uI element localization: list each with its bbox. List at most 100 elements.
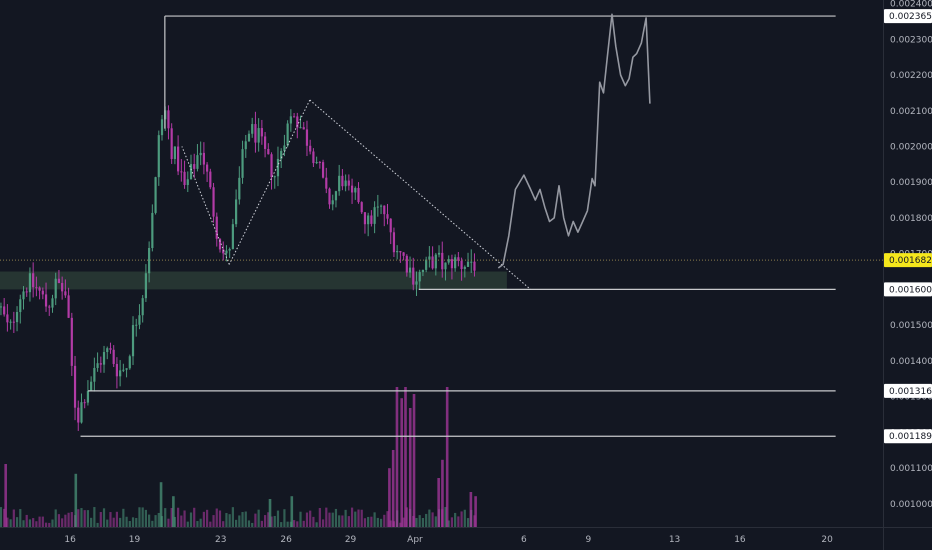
candle: [415, 271, 418, 296]
volume-bar: [360, 509, 363, 527]
candle: [15, 306, 19, 332]
projection-path[interactable]: [497, 13, 651, 269]
volume-bar: [247, 520, 251, 527]
candle: [141, 295, 144, 323]
price-tag[interactable]: 0.002365: [884, 9, 932, 24]
candle: [35, 276, 38, 297]
candle: [350, 178, 354, 204]
volume-bar: [115, 511, 119, 527]
volume-bar: [228, 514, 231, 527]
volume-bar: [338, 515, 341, 527]
volume-bar: [321, 519, 325, 527]
volume-bar: [154, 515, 157, 527]
candle: [231, 218, 234, 250]
support-zone-layer: [0, 271, 507, 290]
volume-bar: [344, 509, 347, 527]
candle: [315, 156, 318, 165]
price-tag[interactable]: 0.001600: [884, 282, 932, 297]
time-tick-label: 16: [64, 535, 76, 545]
volume-bar: [9, 519, 12, 527]
candle: [61, 276, 64, 300]
candle: [131, 316, 135, 366]
volume-bar: [434, 516, 437, 527]
svg-text:0.001189: 0.001189: [889, 432, 932, 442]
volume-bar: [267, 512, 270, 527]
time-tick-label: 26: [280, 535, 292, 545]
candle: [41, 287, 44, 300]
price-tag[interactable]: 0.001682: [884, 253, 932, 268]
volume-bar: [273, 515, 276, 527]
volume-bar: [106, 519, 109, 527]
volume-bar: [376, 517, 379, 527]
volume-bar: [28, 519, 32, 527]
candle: [334, 190, 338, 208]
volume-bar: [54, 509, 57, 527]
volume-bar: [460, 511, 463, 527]
drawings-layer[interactable]: [0, 13, 883, 437]
volume-bar: [80, 508, 83, 527]
candle: [112, 345, 115, 368]
candle: [405, 254, 408, 277]
volume-bar: [99, 512, 102, 527]
candle: [193, 153, 196, 179]
volume-bar: [44, 522, 48, 527]
candle: [289, 109, 292, 132]
volume-bar: [38, 516, 41, 527]
candle: [425, 256, 428, 273]
triangle-edge[interactable]: [228, 99, 311, 265]
volume-bar: [83, 510, 86, 527]
price-tick-label: 0.001400: [890, 357, 932, 367]
volume-bar: [74, 473, 78, 527]
volume-bar: [268, 499, 272, 527]
time-axis[interactable]: 16 19 23 26 29 Apr 6 9 13 16 20: [64, 535, 833, 545]
svg-text:0.002365: 0.002365: [889, 12, 932, 22]
time-tick-label: 20: [821, 535, 833, 545]
volume-bar: [128, 521, 131, 527]
volume-bar: [373, 512, 376, 527]
candle: [276, 146, 280, 187]
candle: [318, 160, 321, 169]
time-tick-label: Apr: [407, 535, 423, 545]
candle: [106, 346, 109, 360]
triangle-edge[interactable]: [181, 146, 230, 265]
volume-bar: [437, 478, 440, 527]
candle: [370, 210, 373, 227]
candle: [222, 241, 225, 261]
volume-bar: [299, 511, 302, 527]
candle: [83, 399, 86, 409]
volume-bar: [231, 507, 234, 527]
candle: [463, 265, 466, 278]
price-axis[interactable]: 0.002400 0.002300 0.002200 0.002100 0.002000…: [884, 0, 932, 510]
volume-bar: [212, 515, 215, 527]
volume-bar: [389, 520, 392, 527]
candle: [379, 204, 383, 215]
candle: [38, 286, 41, 300]
candle: [347, 174, 350, 191]
support-zone[interactable]: [0, 271, 507, 290]
candle: [180, 159, 183, 182]
volume-bar: [425, 513, 428, 527]
volume-bar: [15, 517, 19, 527]
volume-bar: [276, 510, 280, 527]
candle: [418, 269, 421, 290]
triangle-edge[interactable]: [309, 99, 531, 290]
volume-bar: [408, 408, 412, 527]
volume-bar: [331, 512, 334, 527]
candle: [154, 176, 157, 215]
candle: [90, 376, 93, 391]
volume-bar: [431, 512, 434, 527]
volume-bar: [354, 511, 357, 527]
candle: [454, 254, 457, 272]
candle: [450, 254, 454, 280]
candle: [341, 169, 344, 191]
volume-bar: [164, 508, 167, 527]
volume-bar: [199, 518, 202, 527]
price-tick-label: 0.001500: [890, 321, 932, 331]
candle: [473, 253, 476, 277]
price-tag[interactable]: 0.001316: [884, 383, 932, 398]
price-tag[interactable]: 0.001189: [884, 429, 932, 444]
volume-bar: [41, 516, 44, 527]
candle: [119, 360, 122, 387]
volume-bar: [144, 509, 148, 527]
